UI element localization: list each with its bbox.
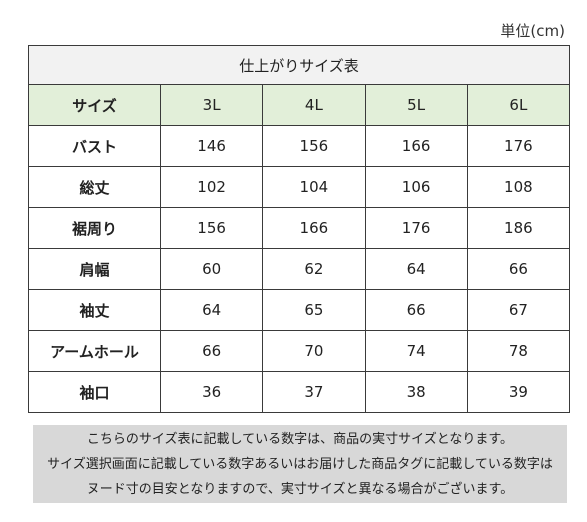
table-cell: 38 xyxy=(364,371,468,413)
table-cell: 176 xyxy=(466,125,571,167)
table-cell: 60 xyxy=(159,248,264,290)
table-cell: 176 xyxy=(364,207,468,249)
table-cell: 65 xyxy=(262,289,366,331)
table-cell: 156 xyxy=(262,125,366,167)
table-cell: 106 xyxy=(364,166,468,208)
table-cell: 64 xyxy=(159,289,264,331)
note-line: こちらのサイズ表に記載している数字は、商品の実寸サイズとなります。 xyxy=(86,432,514,447)
table-cell: 37 xyxy=(262,371,366,413)
table-cell: 166 xyxy=(262,207,366,249)
row-label: 袖丈 xyxy=(28,289,161,331)
table-cell: 66 xyxy=(159,330,264,372)
table-row: 裾周り 156 166 176 186 xyxy=(28,207,571,249)
size-table: 仕上がりサイズ表 サイズ 3L 4L 5L 6L バスト 146 156 166… xyxy=(28,45,571,413)
table-cell: 186 xyxy=(466,207,571,249)
table-row: 肩幅 60 62 64 66 xyxy=(28,248,571,290)
table-row: アームホール 66 70 74 78 xyxy=(28,330,571,372)
row-label: 総丈 xyxy=(28,166,161,208)
table-row: 袖丈 64 65 66 67 xyxy=(28,289,571,331)
unit-label: 単位(cm) xyxy=(500,22,565,40)
table-cell: 67 xyxy=(466,289,571,331)
row-label: 裾周り xyxy=(28,207,161,249)
table-cell: 78 xyxy=(466,330,571,372)
table-row: 総丈 102 104 106 108 xyxy=(28,166,571,208)
header-4l: 4L xyxy=(262,84,366,126)
table-cell: 102 xyxy=(159,166,264,208)
row-label: バスト xyxy=(28,125,161,167)
table-cell: 66 xyxy=(364,289,468,331)
header-6l: 6L xyxy=(466,84,571,126)
table-title: 仕上がりサイズ表 xyxy=(28,45,570,85)
row-label: 肩幅 xyxy=(28,248,161,290)
table-cell: 70 xyxy=(262,330,366,372)
note-line: ヌード寸の目安となりますので、実寸サイズと異なる場合がございます。 xyxy=(86,482,514,497)
table-cell: 39 xyxy=(466,371,571,413)
table-cell: 66 xyxy=(466,248,571,290)
header-size-label: サイズ xyxy=(28,84,161,126)
header-3l: 3L xyxy=(159,84,264,126)
table-cell: 36 xyxy=(159,371,264,413)
table-cell: 156 xyxy=(159,207,264,249)
table-row: バスト 146 156 166 176 xyxy=(28,125,571,167)
row-label: 袖口 xyxy=(28,371,161,413)
table-row: 袖口 36 37 38 39 xyxy=(28,371,571,413)
size-note-box: こちらのサイズ表に記載している数字は、商品の実寸サイズとなります。 サイズ選択画… xyxy=(33,425,567,503)
table-header-row: サイズ 3L 4L 5L 6L xyxy=(28,84,571,126)
table-cell: 64 xyxy=(364,248,468,290)
row-label: アームホール xyxy=(28,330,161,372)
note-line: サイズ選択画面に記載している数字あるいはお届けした商品タグに記載している数字は xyxy=(47,457,553,472)
table-cell: 104 xyxy=(262,166,366,208)
header-5l: 5L xyxy=(364,84,468,126)
table-cell: 62 xyxy=(262,248,366,290)
table-cell: 74 xyxy=(364,330,468,372)
table-cell: 166 xyxy=(364,125,468,167)
table-cell: 108 xyxy=(466,166,571,208)
table-cell: 146 xyxy=(159,125,264,167)
